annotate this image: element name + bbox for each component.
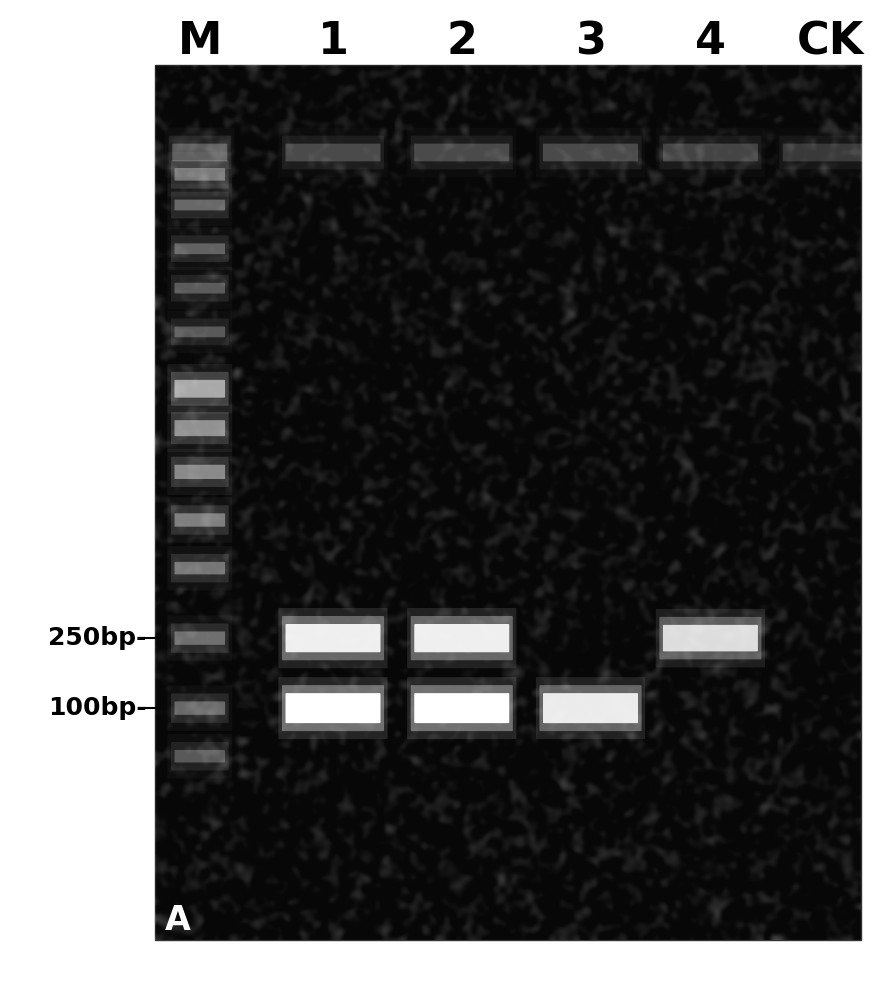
FancyBboxPatch shape <box>170 554 228 582</box>
FancyBboxPatch shape <box>170 372 228 406</box>
FancyBboxPatch shape <box>410 136 512 169</box>
FancyBboxPatch shape <box>410 616 512 660</box>
FancyBboxPatch shape <box>170 160 228 189</box>
FancyBboxPatch shape <box>414 624 510 652</box>
FancyBboxPatch shape <box>414 693 510 723</box>
FancyBboxPatch shape <box>407 608 517 668</box>
Text: 4: 4 <box>695 20 725 64</box>
FancyBboxPatch shape <box>172 144 227 161</box>
FancyBboxPatch shape <box>174 327 226 337</box>
FancyBboxPatch shape <box>285 144 380 161</box>
FancyBboxPatch shape <box>540 685 641 731</box>
FancyBboxPatch shape <box>279 608 387 668</box>
FancyBboxPatch shape <box>662 625 757 651</box>
FancyBboxPatch shape <box>174 631 226 645</box>
FancyBboxPatch shape <box>170 235 228 262</box>
Bar <box>155 65 861 940</box>
FancyBboxPatch shape <box>540 136 641 169</box>
FancyBboxPatch shape <box>170 742 228 770</box>
FancyBboxPatch shape <box>536 677 645 739</box>
FancyBboxPatch shape <box>167 449 233 495</box>
FancyBboxPatch shape <box>543 144 638 161</box>
FancyBboxPatch shape <box>285 624 380 652</box>
FancyBboxPatch shape <box>174 562 226 574</box>
FancyBboxPatch shape <box>780 136 881 169</box>
FancyBboxPatch shape <box>174 513 226 527</box>
FancyBboxPatch shape <box>279 677 387 739</box>
FancyBboxPatch shape <box>170 457 228 487</box>
FancyBboxPatch shape <box>174 283 226 294</box>
FancyBboxPatch shape <box>285 693 380 723</box>
FancyBboxPatch shape <box>407 677 517 739</box>
FancyBboxPatch shape <box>167 404 233 452</box>
Text: 250bp-: 250bp- <box>48 626 147 650</box>
Text: A: A <box>164 904 191 936</box>
Text: M: M <box>178 20 222 64</box>
FancyBboxPatch shape <box>170 319 228 345</box>
FancyBboxPatch shape <box>174 701 226 715</box>
FancyBboxPatch shape <box>174 465 226 479</box>
FancyBboxPatch shape <box>282 616 384 660</box>
FancyBboxPatch shape <box>170 192 228 218</box>
FancyBboxPatch shape <box>783 144 877 161</box>
FancyBboxPatch shape <box>174 168 226 181</box>
Text: 1: 1 <box>318 20 348 64</box>
FancyBboxPatch shape <box>174 420 226 436</box>
FancyBboxPatch shape <box>414 144 510 161</box>
FancyBboxPatch shape <box>659 136 762 169</box>
Text: 2: 2 <box>447 20 477 64</box>
FancyBboxPatch shape <box>174 243 226 254</box>
FancyBboxPatch shape <box>655 609 765 667</box>
FancyBboxPatch shape <box>174 200 226 210</box>
FancyBboxPatch shape <box>170 412 228 444</box>
Text: CK: CK <box>797 20 864 64</box>
FancyBboxPatch shape <box>662 144 757 161</box>
FancyBboxPatch shape <box>170 275 228 302</box>
FancyBboxPatch shape <box>543 693 638 723</box>
FancyBboxPatch shape <box>167 364 233 414</box>
Text: 100bp-: 100bp- <box>48 696 147 720</box>
Text: 3: 3 <box>575 20 606 64</box>
FancyBboxPatch shape <box>282 685 384 731</box>
FancyBboxPatch shape <box>659 617 762 659</box>
FancyBboxPatch shape <box>170 693 228 723</box>
FancyBboxPatch shape <box>282 136 384 169</box>
FancyBboxPatch shape <box>174 380 226 398</box>
FancyBboxPatch shape <box>410 685 512 731</box>
FancyBboxPatch shape <box>170 623 228 653</box>
FancyBboxPatch shape <box>169 136 231 169</box>
FancyBboxPatch shape <box>174 750 226 762</box>
FancyBboxPatch shape <box>170 505 228 535</box>
